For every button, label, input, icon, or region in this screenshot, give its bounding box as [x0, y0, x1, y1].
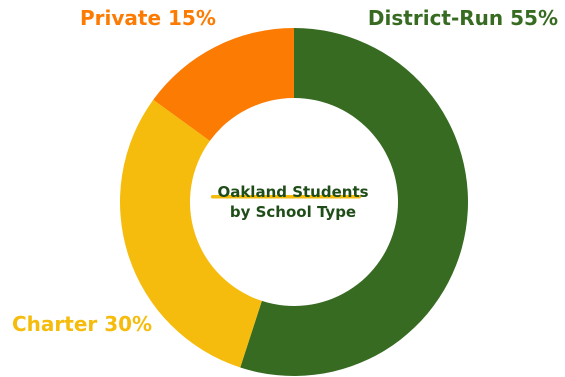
- slice-label-charter: Charter 30%: [12, 312, 152, 336]
- chart-title-line-2: by School Type: [230, 203, 356, 221]
- slice-district-run: [240, 28, 469, 377]
- donut-slices: [120, 28, 469, 377]
- slice-charter: [120, 99, 262, 368]
- slice-private: [153, 28, 294, 141]
- slice-label-private: Private 15%: [80, 6, 216, 30]
- title-underline: [211, 195, 361, 199]
- chart-title-line-1: Oakland Students: [217, 183, 368, 201]
- slice-label-district-run: District-Run 55%: [368, 6, 558, 30]
